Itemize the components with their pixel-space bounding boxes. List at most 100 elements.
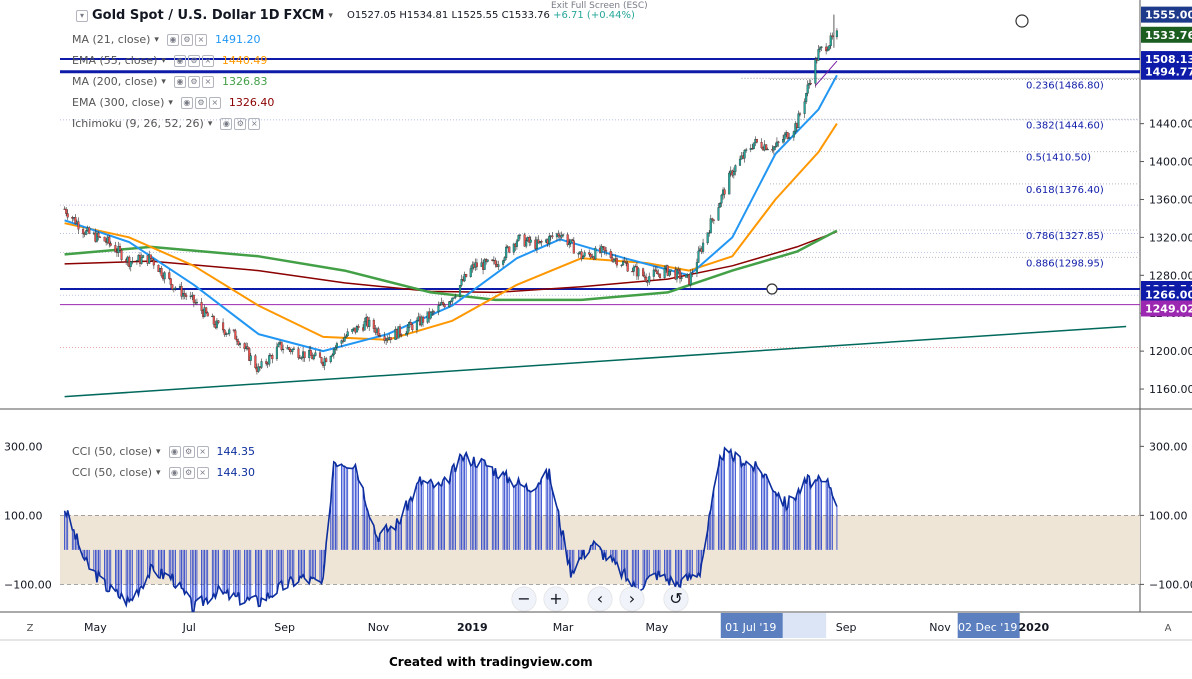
time-axis-label: 01 Jul '19 — [725, 621, 776, 634]
zoom-axis-button[interactable]: Z — [27, 623, 34, 634]
candle-body — [320, 357, 323, 364]
cci-line — [63, 446, 838, 613]
candle-body — [668, 270, 671, 276]
drawing-anchor-icon[interactable] — [1015, 14, 1029, 28]
candle-body — [291, 349, 294, 353]
candle-body — [206, 312, 209, 317]
candle-body — [814, 59, 817, 84]
candle-body — [389, 337, 392, 340]
candle-body — [254, 355, 257, 369]
candle-body — [432, 311, 435, 313]
candle-body — [217, 320, 220, 323]
candle-body — [288, 347, 291, 350]
candle-body — [451, 297, 454, 302]
candle-body — [560, 235, 563, 238]
price-tick-label: 1400.00 — [1149, 156, 1192, 169]
candle-body — [135, 260, 138, 262]
candle-body — [172, 288, 175, 290]
candle-body — [752, 142, 755, 149]
candle-body — [226, 333, 229, 335]
candle-body — [268, 355, 271, 365]
time-axis-label: Jul — [182, 621, 196, 634]
scroll-right-button[interactable]: › — [620, 587, 644, 611]
candle-body — [160, 268, 163, 277]
price-badge-label: 1266.00 — [1145, 288, 1192, 301]
candle-body — [149, 254, 152, 259]
candle-body — [709, 218, 712, 233]
reset-chart-button[interactable]: ↺ — [664, 587, 688, 611]
time-axis-label: Sep — [274, 621, 295, 634]
candle-body — [829, 35, 832, 46]
candle-body — [632, 266, 635, 272]
candle-body — [525, 240, 528, 247]
candle-body — [548, 236, 551, 244]
price-badge — [1141, 6, 1192, 23]
candles — [63, 28, 838, 375]
candle-body — [411, 324, 414, 331]
candle-body — [409, 322, 412, 325]
fib-label: 0.5(1410.50) — [1026, 153, 1091, 164]
candle-body — [463, 274, 466, 282]
candle-body — [97, 232, 100, 238]
candle-body — [312, 355, 315, 360]
candle-body — [405, 333, 408, 336]
candle-body — [103, 236, 106, 242]
candle-body — [622, 261, 625, 266]
candle-body — [437, 305, 440, 312]
cci-histogram — [64, 448, 838, 612]
candle-body — [772, 146, 775, 151]
candle-body — [237, 340, 240, 345]
zoom-out-button[interactable]: − — [512, 587, 536, 611]
candle-body — [475, 262, 478, 267]
candle-body — [469, 268, 472, 277]
candle-body — [200, 302, 203, 311]
zoom-in-button[interactable]: + — [544, 587, 568, 611]
time-axis-label: 2019 — [457, 621, 488, 634]
candle-body — [372, 319, 375, 329]
cci-tick-label: 100.00 — [1149, 509, 1188, 522]
candle-body — [774, 146, 777, 148]
candle-body — [494, 259, 497, 265]
candle-body — [260, 361, 263, 368]
time-axis-label: Nov — [929, 621, 951, 634]
candle-body — [174, 287, 177, 289]
candle-body — [675, 269, 678, 280]
candle-body — [580, 251, 583, 259]
price-tick-label: 1160.00 — [1149, 383, 1192, 396]
candle-body — [234, 330, 237, 340]
candle-body — [398, 326, 402, 335]
candle-body — [232, 329, 235, 331]
candle-body — [114, 245, 117, 253]
scroll-left-button[interactable]: ‹ — [588, 587, 612, 611]
candle-body — [185, 294, 188, 297]
candle-body — [271, 355, 274, 360]
candle-body — [465, 274, 468, 277]
candle-body — [222, 322, 225, 331]
candle-body — [109, 243, 112, 246]
candle-body — [806, 84, 809, 94]
candle-body — [357, 326, 360, 328]
candle-body — [189, 295, 192, 298]
candle-body — [458, 285, 462, 297]
price-badge-label: 1533.76 — [1145, 29, 1192, 42]
candle-body — [502, 260, 505, 265]
candle-body — [223, 329, 226, 335]
candle-body — [569, 239, 572, 244]
candle-body — [351, 329, 354, 332]
price-tick-label: 1280.00 — [1149, 269, 1192, 282]
candle-body — [243, 343, 246, 349]
candle-body — [95, 232, 98, 242]
candle-body — [652, 269, 655, 277]
auto-scale-button[interactable]: A — [1165, 623, 1172, 634]
candle-body — [168, 272, 171, 279]
candle-body — [497, 264, 500, 267]
price-badge — [1141, 51, 1192, 68]
drawing-anchor-icon[interactable] — [766, 283, 778, 295]
candle-body — [803, 101, 806, 114]
candle-body — [282, 348, 285, 351]
time-axis-range — [782, 613, 827, 638]
candle-body — [118, 246, 122, 251]
candle-body — [766, 149, 769, 151]
candle-body — [826, 49, 829, 52]
